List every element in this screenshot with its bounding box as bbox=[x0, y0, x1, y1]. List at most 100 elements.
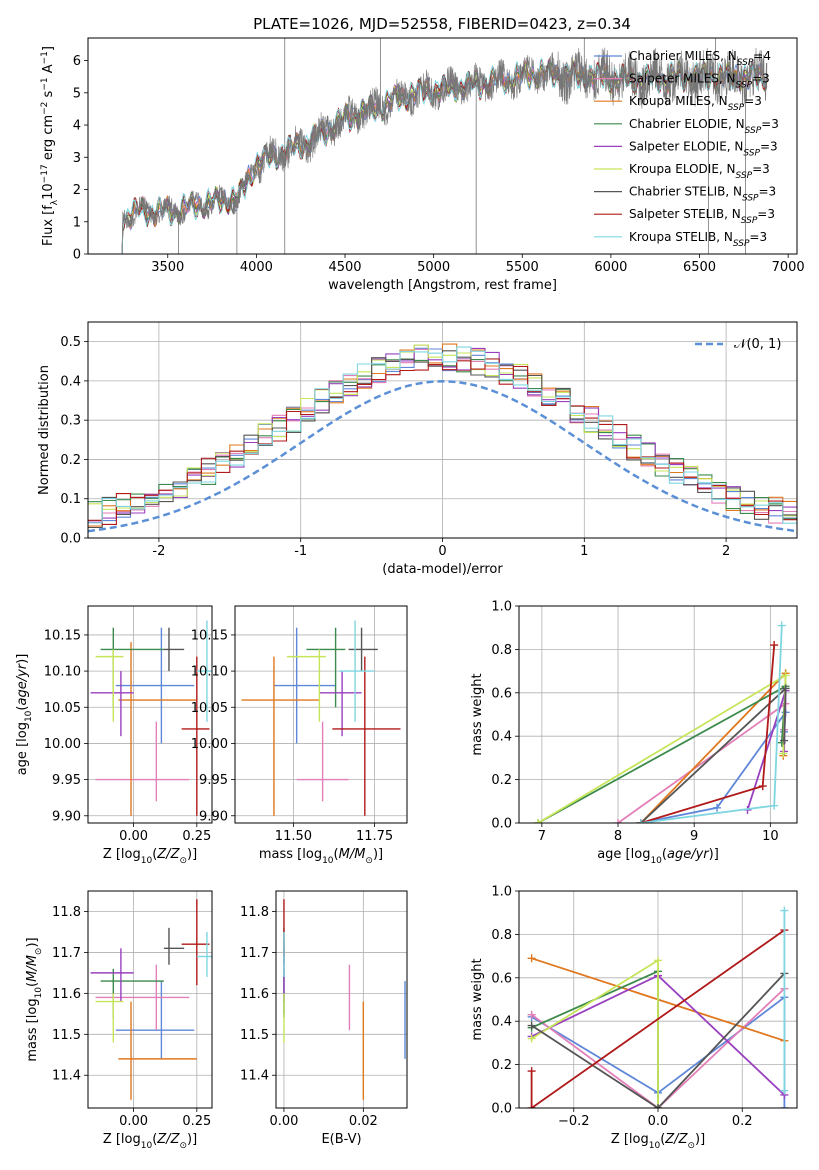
y-axis-label: mass [log10(M/M⊙)] bbox=[25, 937, 44, 1061]
x-tick-label: 0 bbox=[438, 544, 446, 559]
y-tick-label: 0.6 bbox=[491, 971, 512, 986]
x-tick-label: 11.50 bbox=[275, 829, 312, 844]
plot-area bbox=[283, 899, 406, 1100]
label-part: Chabrier MILES, N bbox=[629, 49, 737, 63]
x-tick-label: 9 bbox=[690, 829, 698, 844]
panel-mass-weight-vs-Z: −0.2 0.0 0.2 0.0 0.2 0.4 0.6 0.8 1.0 Z [log10(Z/Z… bbox=[470, 885, 798, 1151]
label-part: erg cm bbox=[41, 115, 56, 164]
label-part: =3 bbox=[759, 185, 777, 199]
legend-entry: Kroupa STELIB, NSSP=3 bbox=[629, 230, 767, 249]
label-part: =3 bbox=[752, 162, 770, 176]
label-part: M/M bbox=[25, 955, 40, 982]
label-part: )] bbox=[695, 1132, 705, 1147]
axes-frame bbox=[87, 321, 798, 539]
x-tick-label: 6000 bbox=[594, 260, 627, 275]
figure-title: PLATE=1026, MJD=52558, FIBERID=0423, z=0… bbox=[253, 15, 631, 33]
x-axis-label: (data-model)/error bbox=[382, 562, 503, 577]
x-tick-label: 5000 bbox=[417, 260, 450, 275]
label-part: SSP bbox=[741, 216, 758, 226]
mass-weight-marker bbox=[777, 621, 786, 630]
label-part: 10 bbox=[322, 856, 334, 866]
y-tick-label: 9.90 bbox=[199, 809, 228, 824]
mass-weight-line bbox=[640, 645, 776, 823]
label-part: Salpeter STELIB, N bbox=[629, 207, 741, 221]
x-axis-label: mass [log10(M/M⊙)] bbox=[259, 847, 383, 866]
y-tick-label: 0.4 bbox=[491, 1015, 512, 1030]
label-part: Flux [f bbox=[41, 205, 56, 246]
mass-weight-line bbox=[640, 625, 783, 823]
x-axis-label: Z [log10(Z/Z⊙)] bbox=[103, 1132, 197, 1151]
x-tick-label: 0.00 bbox=[119, 829, 148, 844]
mass-weight-marker bbox=[527, 1010, 536, 1019]
y-tick-label: 10.00 bbox=[191, 737, 228, 752]
mass-weight-marker bbox=[779, 749, 788, 758]
x-axis-label: Z [log10(Z/Z⊙)] bbox=[611, 1132, 705, 1151]
y-axis-label: mass weight bbox=[470, 958, 485, 1040]
mass-weight-marker bbox=[781, 684, 790, 693]
y-tick-label: 3 bbox=[73, 151, 81, 166]
x-tick-label: −0.2 bbox=[558, 1114, 590, 1129]
y-tick-label: 11.8 bbox=[240, 905, 269, 920]
residual-histogram bbox=[88, 346, 797, 524]
label-part: )] bbox=[187, 847, 197, 862]
label-part: 10 bbox=[650, 856, 662, 866]
x-tick-label: 0.02 bbox=[349, 1114, 378, 1129]
label-part: Z [log bbox=[103, 847, 141, 862]
label-part: ( bbox=[662, 847, 667, 862]
label-part: Kroupa STELIB, N bbox=[629, 230, 733, 244]
x-tick-label: 4000 bbox=[240, 260, 273, 275]
label-part: age [log bbox=[597, 847, 650, 862]
y-tick-label: 2 bbox=[73, 183, 81, 198]
label-part: SSP bbox=[736, 171, 753, 181]
y-tick-label: 0.8 bbox=[491, 643, 512, 658]
label-part: =3 bbox=[744, 94, 762, 108]
label-part: mass [log bbox=[259, 847, 322, 862]
label-part: Z/Z bbox=[156, 847, 180, 862]
label-part: )] bbox=[709, 847, 719, 862]
x-axis-label: Z [log10(Z/Z⊙)] bbox=[103, 847, 197, 866]
y-tick-label: 5 bbox=[73, 86, 81, 101]
panel-age-vs-Z: 0.00 0.25 9.90 9.95 10.00 10.05 10.10 10.15 Z [l… bbox=[15, 605, 213, 866]
label-part: =3 bbox=[749, 230, 767, 244]
x-tick-label: -2 bbox=[152, 544, 165, 559]
mass-weight-marker bbox=[770, 641, 779, 650]
label-part: ( bbox=[334, 847, 339, 862]
label-part: s bbox=[41, 90, 56, 101]
residual-histogram bbox=[88, 358, 797, 525]
y-axis-label: mass weight bbox=[470, 673, 485, 755]
label-part: Z [log bbox=[611, 1132, 649, 1147]
label-part: )] bbox=[187, 1132, 197, 1147]
y-tick-label: 11.7 bbox=[240, 946, 269, 961]
y-tick-label: 0.4 bbox=[491, 730, 512, 745]
label-part: ( bbox=[660, 1132, 665, 1147]
label-part: ( bbox=[25, 982, 40, 987]
label-part: =3 bbox=[760, 139, 778, 153]
mass-weight-marker bbox=[780, 736, 789, 745]
y-tick-label: 9.95 bbox=[52, 773, 81, 788]
mass-weight-marker bbox=[527, 954, 536, 963]
y-tick-label: 10.15 bbox=[191, 628, 228, 643]
mass-weight-line bbox=[530, 929, 785, 1108]
label-part: SSP bbox=[743, 148, 760, 158]
y-tick-label: 10.00 bbox=[44, 737, 81, 752]
plot-area bbox=[88, 343, 797, 533]
y-tick-label: 0.0 bbox=[491, 1102, 512, 1117]
y-tick-label: 4 bbox=[73, 119, 81, 134]
label-part: 10 bbox=[41, 183, 56, 200]
x-tick-label: 0.2 bbox=[732, 1114, 753, 1129]
y-tick-label: 0.5 bbox=[60, 335, 81, 350]
mass-weight-marker bbox=[534, 819, 543, 823]
label-part: Z/Z bbox=[664, 1132, 688, 1147]
y-tick-label: 10.05 bbox=[44, 701, 81, 716]
mass-weight-marker bbox=[781, 671, 790, 680]
x-tick-label: 0.00 bbox=[119, 1114, 148, 1129]
mass-weight-marker bbox=[780, 906, 789, 915]
label-part: ⊙ bbox=[365, 856, 373, 866]
label-part: =3 bbox=[752, 72, 770, 86]
legend-entry: Salpeter MILES, NSSP=3 bbox=[629, 72, 770, 91]
x-tick-label: 8 bbox=[614, 829, 622, 844]
y-tick-label: 9.90 bbox=[52, 809, 81, 824]
x-axis-label: age [log10(age/yr)] bbox=[597, 847, 719, 866]
label-part: mass [log bbox=[25, 998, 40, 1061]
label-part: A bbox=[41, 64, 56, 77]
